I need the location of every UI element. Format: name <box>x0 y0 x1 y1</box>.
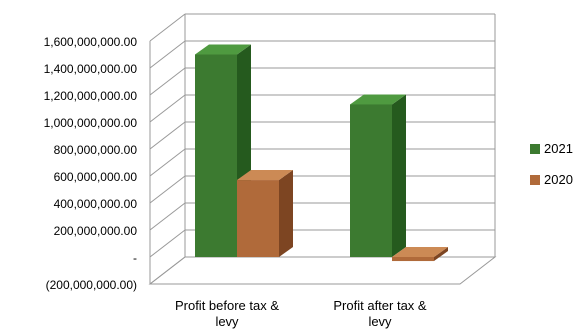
legend-swatch <box>530 144 540 154</box>
bar <box>237 170 293 257</box>
y-tick-label: 1,400,000,000.00 <box>44 62 138 76</box>
legend: 2021 2020 <box>530 141 573 187</box>
y-tick-label: 1,200,000,000.00 <box>44 89 138 103</box>
gridline-side <box>149 256 186 285</box>
gridline-side <box>149 229 186 258</box>
y-tick-label: 1,600,000,000.00 <box>44 35 138 49</box>
gridline-side <box>149 94 186 123</box>
y-tick-label: - <box>133 251 137 265</box>
legend-label: 2021 <box>544 141 573 156</box>
bars <box>195 44 448 262</box>
gridline-side <box>149 40 186 69</box>
bar <box>392 247 448 262</box>
gridline-side <box>149 148 186 177</box>
chart-floor <box>148 256 497 285</box>
x-tick-label: levy <box>368 314 392 329</box>
legend-label: 2020 <box>544 172 573 187</box>
bar-front <box>237 180 279 257</box>
bar <box>195 44 251 257</box>
x-tick-label: Profit before tax & <box>175 298 279 313</box>
gridline-side <box>149 121 186 150</box>
bar-front <box>392 257 434 262</box>
y-tick-label: 400,000,000.00 <box>54 197 138 211</box>
bar-side <box>392 94 406 257</box>
y-tick-label: 600,000,000.00 <box>54 170 138 184</box>
bar-front <box>195 54 237 257</box>
bar-side <box>279 170 293 257</box>
y-tick-label: 200,000,000.00 <box>54 224 138 238</box>
y-tick-label: 1,000,000,000.00 <box>44 116 138 130</box>
y-axis: (200,000,000.00) - 200,000,000.00 400,000,0… <box>44 35 138 292</box>
bar <box>350 94 406 257</box>
gridline-side <box>149 175 186 204</box>
bar-front <box>350 104 392 257</box>
y-tick-label: 800,000,000.00 <box>54 143 138 157</box>
y-tick-label: (200,000,000.00) <box>46 278 137 292</box>
gridline-side <box>149 13 186 42</box>
x-tick-label: Profit after tax & <box>333 298 427 313</box>
bar-side <box>434 247 448 262</box>
gridline-side <box>149 202 186 231</box>
bar-top <box>392 247 448 257</box>
bar-top <box>195 44 251 55</box>
bar-top <box>350 94 406 105</box>
x-tick-label: levy <box>215 314 239 329</box>
legend-swatch <box>530 175 540 185</box>
bar-top <box>237 170 293 181</box>
gridline-side <box>149 67 186 96</box>
